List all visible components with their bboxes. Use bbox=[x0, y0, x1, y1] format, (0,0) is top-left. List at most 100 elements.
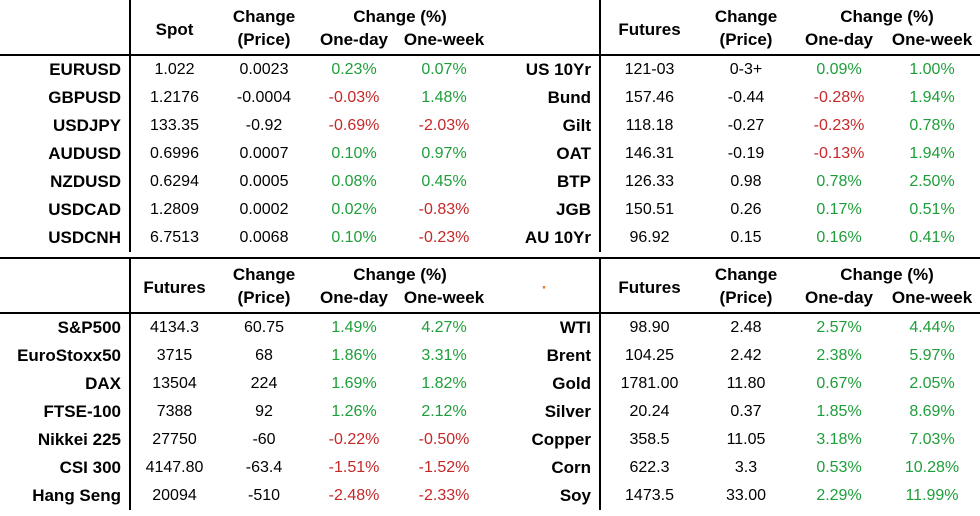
one-day-change-value: 0.08% bbox=[331, 173, 377, 190]
one-day-header: One-day bbox=[319, 30, 389, 49]
table-row: US 10Yr 121-03 0-3+ 0.09% 1.00% bbox=[490, 55, 980, 84]
one-week-change-value: 3.31% bbox=[421, 347, 467, 364]
table-row: Gilt 118.18 -0.27 -0.23% 0.78% bbox=[490, 112, 980, 140]
change-price-header-line1: Change bbox=[232, 6, 296, 26]
one-week-change-value: 0.41% bbox=[909, 229, 955, 246]
change-price-value: 224 bbox=[250, 375, 278, 392]
label-header bbox=[0, 258, 131, 313]
price-value: 1.2809 bbox=[150, 201, 199, 218]
change-price-value: 11.80 bbox=[726, 375, 766, 392]
change-price-value: 92 bbox=[255, 403, 273, 420]
price-value: 27750 bbox=[152, 431, 197, 448]
table-row: JGB 150.51 0.26 0.17% 0.51% bbox=[490, 196, 980, 224]
change-price-value: 2.42 bbox=[730, 347, 762, 364]
price-value: 4134.3 bbox=[150, 319, 199, 336]
price-value: 1.022 bbox=[154, 61, 195, 78]
table-row: NZDUSD 0.6294 0.0005 0.08% 0.45% bbox=[0, 168, 490, 196]
one-day-change-value: 1.85% bbox=[816, 403, 862, 420]
row-label: OAT bbox=[490, 140, 601, 168]
change-price-value: 0.0005 bbox=[239, 173, 289, 190]
price-value: 358.5 bbox=[629, 431, 670, 448]
price-value: 1.2176 bbox=[150, 89, 199, 106]
one-day-header: One-day bbox=[804, 30, 874, 49]
change-price-value: 0.37 bbox=[730, 403, 762, 420]
bond-futures-panel: Futures Change Change (%) (Price) One-da… bbox=[490, 0, 980, 252]
one-day-change-value: 1.69% bbox=[331, 375, 377, 392]
price-value: 4147.80 bbox=[145, 459, 204, 476]
change-price-value: 0-3+ bbox=[729, 61, 763, 78]
one-week-change-value: 8.69% bbox=[909, 403, 955, 420]
row-label: EuroStoxx50 bbox=[0, 342, 131, 370]
one-day-change-value: 0.17% bbox=[816, 201, 862, 218]
fx-spot-table: Spot Change Change (%) (Price) One-day O… bbox=[0, 0, 490, 252]
price-value: 150.51 bbox=[625, 201, 674, 218]
row-label: Copper bbox=[490, 426, 601, 454]
one-week-change-value: 1.48% bbox=[421, 89, 467, 106]
one-week-change-value: 1.00% bbox=[909, 61, 955, 78]
commodity-futures-table: · Futures Change Change (%) (Price) One-… bbox=[490, 258, 980, 510]
one-day-change-value: -2.48% bbox=[328, 487, 380, 504]
table-row: Hang Seng 20094 -510 -2.48% -2.33% bbox=[0, 482, 490, 510]
change-price-value: -60 bbox=[252, 431, 276, 448]
table-row: BTP 126.33 0.98 0.78% 2.50% bbox=[490, 168, 980, 196]
label-header bbox=[0, 0, 131, 55]
price-value: 7388 bbox=[156, 403, 193, 420]
price-value: 1473.5 bbox=[625, 487, 674, 504]
price-value: 13504 bbox=[152, 375, 197, 392]
one-week-change-value: 0.78% bbox=[909, 117, 955, 134]
row-label: Silver bbox=[490, 398, 601, 426]
futures-header: Futures bbox=[618, 19, 681, 39]
one-day-change-value: 0.10% bbox=[331, 229, 377, 246]
equity-futures-table: Futures Change Change (%) (Price) One-da… bbox=[0, 258, 490, 510]
one-day-change-value: -0.22% bbox=[328, 431, 380, 448]
price-value: 146.31 bbox=[625, 145, 674, 162]
change-price-value: 0.0007 bbox=[239, 145, 289, 162]
one-week-change-value: 1.82% bbox=[421, 375, 467, 392]
one-week-change-value: 0.97% bbox=[421, 145, 467, 162]
one-week-header: One-week bbox=[403, 30, 485, 49]
row-label: DAX bbox=[0, 370, 131, 398]
price-value: 0.6294 bbox=[150, 173, 199, 190]
one-week-change-value: -1.52% bbox=[418, 459, 470, 476]
row-label: CSI 300 bbox=[0, 454, 131, 482]
price-value: 96.92 bbox=[629, 229, 670, 246]
one-week-change-value: -0.23% bbox=[418, 229, 470, 246]
one-week-change-value: -2.03% bbox=[418, 117, 470, 134]
row-label: USDCAD bbox=[0, 196, 131, 224]
bond-futures-table: Futures Change Change (%) (Price) One-da… bbox=[490, 0, 980, 252]
change-price-value: -0.44 bbox=[727, 89, 765, 106]
change-price-value: -0.0004 bbox=[236, 89, 292, 106]
spot-header: Spot bbox=[155, 19, 194, 39]
one-day-change-value: -0.13% bbox=[813, 145, 865, 162]
table-row: WTI 98.90 2.48 2.57% 4.44% bbox=[490, 313, 980, 342]
price-value: 121-03 bbox=[624, 61, 675, 78]
one-week-change-value: 11.99% bbox=[905, 487, 959, 504]
change-price-value: 0.0068 bbox=[239, 229, 289, 246]
one-week-change-value: 5.97% bbox=[909, 347, 955, 364]
table-row: DAX 13504 224 1.69% 1.82% bbox=[0, 370, 490, 398]
change-price-value: -63.4 bbox=[245, 459, 283, 476]
row-label: Nikkei 225 bbox=[0, 426, 131, 454]
change-price-value: 0.0002 bbox=[239, 201, 289, 218]
row-label: NZDUSD bbox=[0, 168, 131, 196]
change-price-value: 3.3 bbox=[734, 459, 758, 476]
change-price-header-line2: (Price) bbox=[237, 288, 291, 307]
one-week-change-value: 10.28% bbox=[904, 459, 960, 476]
row-label: EURUSD bbox=[0, 55, 131, 84]
row-label: BTP bbox=[490, 168, 601, 196]
one-week-change-value: 2.12% bbox=[421, 403, 467, 420]
table-row: USDCNH 6.7513 0.0068 0.10% -0.23% bbox=[0, 224, 490, 252]
change-price-value: -0.92 bbox=[245, 117, 283, 134]
row-label: Brent bbox=[490, 342, 601, 370]
one-day-change-value: 0.78% bbox=[816, 173, 862, 190]
change-price-header-line1: Change bbox=[232, 264, 296, 284]
one-day-change-value: 1.86% bbox=[331, 347, 377, 364]
change-price-value: 0.26 bbox=[730, 201, 762, 218]
one-week-change-value: -0.83% bbox=[418, 201, 470, 218]
row-label: USDCNH bbox=[0, 224, 131, 252]
one-week-change-value: 2.05% bbox=[909, 375, 955, 392]
price-value: 0.6996 bbox=[150, 145, 199, 162]
futures-header: Futures bbox=[618, 277, 681, 297]
row-label: AUDUSD bbox=[0, 140, 131, 168]
one-day-change-value: 0.16% bbox=[816, 229, 862, 246]
